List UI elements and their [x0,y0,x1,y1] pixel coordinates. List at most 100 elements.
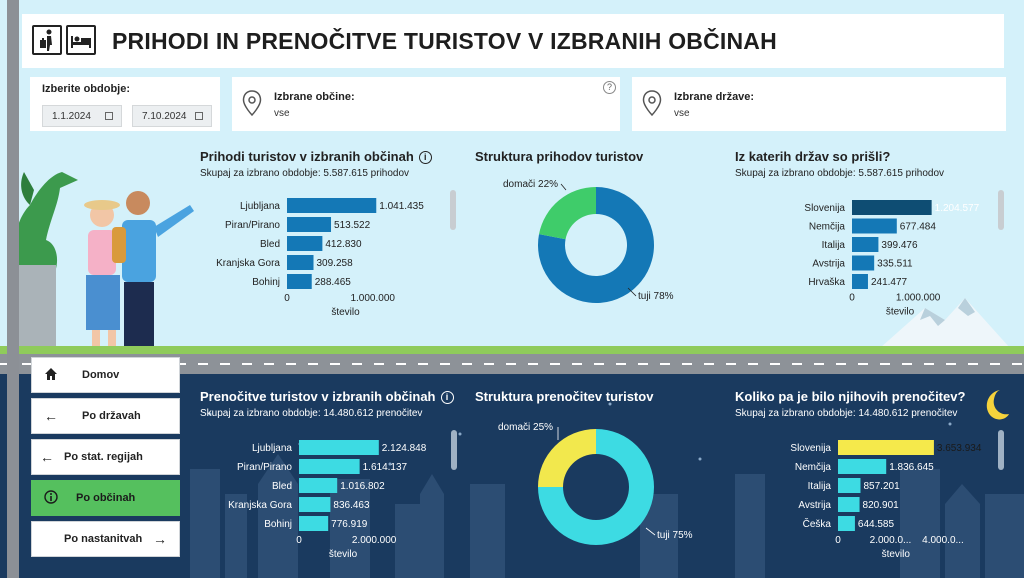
bar [299,478,338,493]
domestic-slice [538,429,596,487]
value-label: 1.204.577 [935,203,980,214]
category-label: Piran/Pirano [237,462,292,473]
nav-accommodation[interactable]: Po nastanitvah → [31,521,180,557]
municipalities-label: Izbrane občine: [274,91,355,103]
bar [287,217,332,232]
nav-municipalities[interactable]: Po občinah [31,480,180,516]
slice-label: tuji 78% [638,291,674,302]
arrow-left-icon: ← [40,449,54,465]
home-icon [44,367,58,384]
scrollbar[interactable] [998,190,1004,230]
category-label: Češka [803,517,832,530]
value-label: 1.041.435 [379,201,424,212]
value-label: 1.614.137 [363,462,408,473]
category-label: Bohinj [252,277,280,288]
calendar-icon[interactable] [195,112,203,120]
nav-home-label: Domov [82,369,120,381]
mountains-illustration [880,298,1010,348]
axis-title: število [882,549,911,560]
help-icon[interactable]: ? [603,81,616,94]
bar [287,255,314,270]
value-label: 241.477 [871,277,908,288]
countries-value: vse [674,108,690,119]
calendar-icon[interactable] [105,112,113,120]
category-label: Avstrija [798,500,831,511]
grass-strip [0,346,1024,354]
nav-regions[interactable]: ← Po stat. regijah [31,439,180,475]
date-to-input[interactable]: 7.10.2024 [132,105,212,127]
period-label: Izberite obdobje: [42,83,130,95]
bar [838,516,855,531]
leader-line [645,527,656,536]
category-label: Italija [808,481,832,492]
bar [852,200,932,215]
scrollbar[interactable] [450,190,456,230]
tourists-illustration [84,191,194,352]
category-label: Piran/Pirano [225,220,280,231]
tick-label: 1.000.000 [896,293,941,304]
bar [299,459,360,474]
info-icon[interactable]: i [440,391,454,404]
value-label: 1.836.645 [889,462,934,473]
value-label: 820.901 [863,500,900,511]
category-label: Nemčija [795,462,832,473]
slice-label: domači 25% [498,422,553,433]
signpost-pole [7,0,19,578]
slice-label: domači 22% [503,179,558,190]
location-pin-icon [242,90,262,116]
value-label: 399.476 [881,240,918,251]
category-label: Slovenija [804,203,845,214]
nights-bar-chart: Ljubljana 2.124.848 Piran/Pirano 1.614.137 B… [228,440,427,560]
category-label: Hrvaška [808,277,845,288]
arrivals-subtitle: Skupaj za izbrano obdobje: 5.587.615 pri… [200,168,410,179]
tick-label: 0 [849,293,855,304]
domestic-slice [539,187,596,240]
nights-chart-title: Prenočitve turistov v izbranih občinah i [200,389,454,404]
nav-countries[interactable]: ← Po državah [31,398,180,434]
value-label: 513.522 [334,220,371,231]
bar [299,497,331,512]
leader-line [627,287,637,297]
value-label: 644.585 [858,519,895,530]
nights-donut-chart: domači 25% tuji 75% [498,422,693,545]
countries-nights-bar-chart: Slovenija 3.653.934 Nemčija 1.836.645 Italij… [790,440,982,560]
category-label: Slovenija [790,443,831,454]
bar [838,497,860,512]
date-from-value: 1.1.2024 [52,111,91,122]
bar [838,440,934,455]
tick-label: 0 [296,535,302,546]
value-label: 309.258 [317,258,354,269]
arrow-left-icon: ← [44,408,58,424]
nights-structure-title: Struktura prenočitev turistov [475,389,654,404]
info-icon[interactable]: i [418,151,432,164]
tick-label: 1.000.000 [350,293,395,304]
countries-filter-card[interactable]: Izbrane države: vse [632,77,1006,131]
nav-municipalities-label: Po občinah [76,492,136,504]
date-from-input[interactable]: 1.1.2024 [42,105,122,127]
scrollbar[interactable] [451,430,457,470]
category-label: Avstrija [812,259,845,270]
axis-title: število [329,549,358,560]
page-title: PRIHODI IN PRENOČITVE TURISTOV V IZBRANI… [112,28,777,54]
value-label: 1.016.802 [340,481,385,492]
municipalities-filter-card[interactable]: Izbrane občine: vse ? [232,77,620,131]
info-circle-icon [44,490,58,507]
tick-label: 4.000.0... [922,535,964,546]
tick-label: 0 [835,535,841,546]
nav-regions-label: Po stat. regijah [64,451,143,463]
category-label: Italija [822,240,846,251]
countries-label: Izbrane države: [674,91,755,103]
nav-accommodation-label: Po nastanitvah [64,533,143,545]
bar [852,218,897,234]
value-label: 857.201 [864,481,901,492]
moon-icon [986,390,1009,420]
value-label: 335.511 [877,259,913,270]
nav-home[interactable]: Domov [31,357,180,393]
category-label: Nemčija [809,222,846,233]
tick-label: 2.000.0... [870,535,912,546]
header-bar: PRIHODI IN PRENOČITVE TURISTOV V IZBRANI… [22,14,1004,68]
countries-arrivals-title: Iz katerih držav so prišli? [735,149,891,164]
category-label: Ljubljana [240,201,280,212]
scrollbar[interactable] [998,430,1004,470]
city-skyline-illustration [190,402,1024,578]
